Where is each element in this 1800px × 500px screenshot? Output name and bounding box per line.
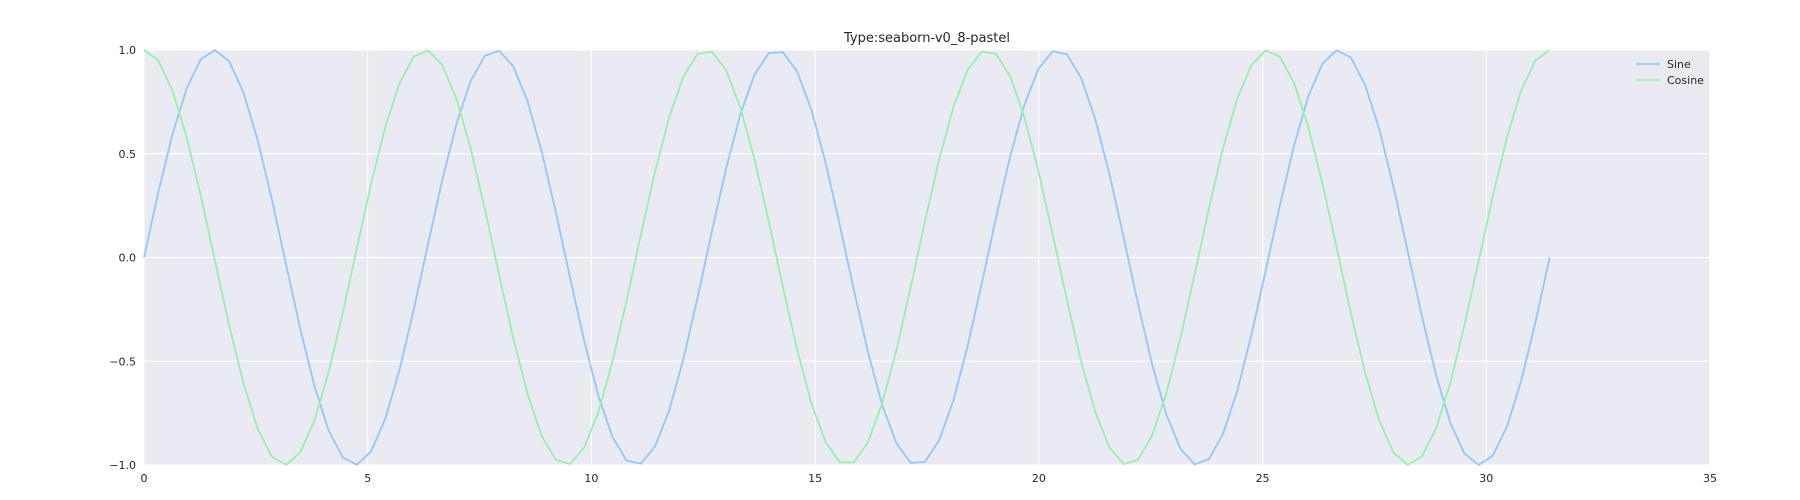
x-tick-label: 10 bbox=[584, 472, 598, 485]
x-tick-label: 20 bbox=[1032, 472, 1046, 485]
sine-line bbox=[143, 49, 1551, 466]
y-tick-label: 1.0 bbox=[119, 44, 137, 57]
cosine-line bbox=[143, 49, 1551, 466]
x-tick-label: 25 bbox=[1256, 472, 1270, 485]
grid-lines bbox=[143, 49, 1711, 466]
legend-sine-label: Sine bbox=[1667, 58, 1691, 71]
x-tick-label: 0 bbox=[141, 472, 148, 485]
x-tick-label: 15 bbox=[808, 472, 822, 485]
x-tick-label: 35 bbox=[1703, 472, 1717, 485]
y-tick-label: 0.0 bbox=[119, 252, 137, 265]
legend-cosine-label: Cosine bbox=[1667, 74, 1704, 87]
series-lines bbox=[143, 49, 1551, 466]
y-tick-label: 0.5 bbox=[119, 148, 137, 161]
y-tick-label: −1.0 bbox=[109, 459, 136, 472]
y-tick-label: −0.5 bbox=[109, 355, 136, 368]
x-tick-labels: 0 5 10 15 20 25 30 35 bbox=[141, 472, 1718, 485]
chart-title: Type:seaborn-v0_8-pastel bbox=[843, 31, 1010, 46]
legend: Sine Cosine bbox=[1636, 58, 1704, 87]
x-tick-label: 5 bbox=[364, 472, 371, 485]
y-tick-labels: −1.0 −0.5 0.0 0.5 1.0 bbox=[109, 44, 136, 472]
x-tick-label: 30 bbox=[1479, 472, 1493, 485]
